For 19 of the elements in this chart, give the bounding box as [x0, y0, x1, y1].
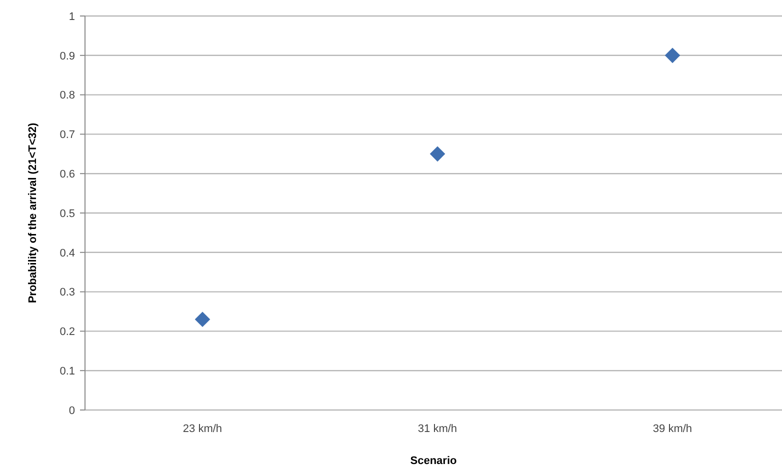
y-tick-label: 0.3 — [60, 286, 75, 299]
y-tick-label: 0.9 — [60, 50, 75, 62]
point — [430, 146, 446, 162]
y-tick-label: 0.5 — [60, 208, 75, 220]
x-tick-label: 31 km/h — [418, 423, 458, 435]
y-tick-label: 0.8 — [60, 90, 75, 102]
y-tick-label: 1 — [68, 10, 75, 23]
x-axis-title: Scenario — [410, 455, 458, 467]
point — [664, 48, 680, 64]
x-tick-label: 39 km/h — [652, 423, 692, 435]
y-tick-label: 0.7 — [60, 129, 75, 142]
y-tick-label: 0.1 — [60, 365, 75, 378]
x-tick-label: 23 km/h — [182, 423, 222, 435]
y-tick-label: 0.4 — [60, 247, 75, 260]
y-tick-label: 0 — [68, 404, 75, 417]
y-axis-title: Probability of the arrival (21<T<32) — [27, 122, 39, 304]
y-tick-label: 0.6 — [60, 168, 75, 180]
point — [194, 312, 210, 328]
y-tick-label: 0.2 — [60, 326, 75, 338]
